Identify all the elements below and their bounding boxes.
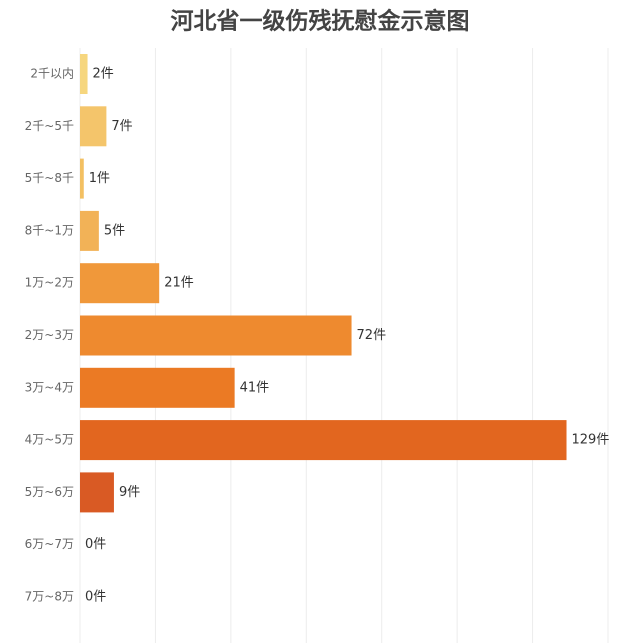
bar bbox=[80, 263, 160, 304]
value-label: 0件 bbox=[85, 590, 106, 605]
y-tick-label: 2万~3万 bbox=[25, 328, 74, 342]
y-tick-label: 5千~8千 bbox=[25, 171, 74, 185]
y-tick-label: 6万~7万 bbox=[25, 537, 74, 551]
bar bbox=[80, 210, 99, 251]
value-label: 21件 bbox=[164, 276, 194, 291]
bar bbox=[80, 420, 567, 461]
value-label: 1件 bbox=[89, 171, 110, 186]
chart-title: 河北省一级伤残抚慰金示意图 bbox=[171, 8, 470, 35]
bar bbox=[80, 315, 352, 356]
value-label: 7件 bbox=[111, 119, 132, 134]
y-tick-label: 4万~5万 bbox=[25, 433, 74, 447]
value-label: 72件 bbox=[357, 328, 387, 343]
bar bbox=[80, 54, 88, 94]
value-label: 0件 bbox=[85, 537, 106, 552]
value-label: 41件 bbox=[240, 380, 270, 395]
bar bbox=[80, 367, 235, 408]
y-tick-label: 3万~4万 bbox=[25, 380, 74, 394]
y-tick-label: 2千~5千 bbox=[25, 119, 74, 133]
value-label: 5件 bbox=[104, 223, 125, 238]
bar bbox=[80, 472, 114, 513]
y-tick-label: 8千~1万 bbox=[25, 223, 74, 237]
bar bbox=[80, 106, 107, 147]
y-tick-label: 1万~2万 bbox=[25, 276, 74, 290]
y-tick-label: 5万~6万 bbox=[25, 485, 74, 499]
value-label: 9件 bbox=[119, 485, 140, 500]
bar bbox=[80, 158, 84, 199]
y-tick-label: 7万~8万 bbox=[25, 590, 74, 604]
value-label: 129件 bbox=[572, 433, 610, 448]
y-tick-label: 2千以内 bbox=[30, 67, 74, 81]
value-label: 2件 bbox=[93, 67, 114, 82]
